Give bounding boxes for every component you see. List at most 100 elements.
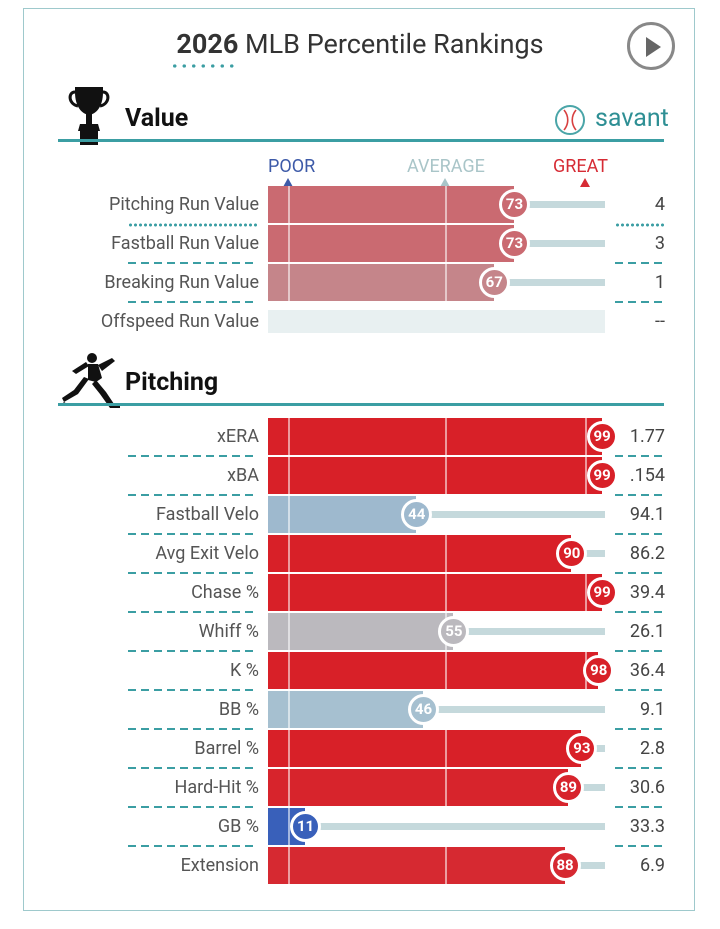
percentile-row: GB % 33.3 11 <box>0 808 720 845</box>
percentile-bar <box>268 225 514 262</box>
row-separator <box>128 806 258 808</box>
row-separator <box>128 689 258 691</box>
percentile-bar <box>268 652 599 689</box>
row-separator <box>615 572 665 574</box>
bar-gridline <box>445 652 447 689</box>
bar-gridline <box>445 186 447 223</box>
row-separator <box>615 611 665 613</box>
percentile-bubble: 98 <box>583 655 615 686</box>
row-separator <box>128 262 258 264</box>
title-underline <box>170 64 236 68</box>
percentile-bubble: 99 <box>586 577 618 608</box>
row-separator <box>128 533 258 535</box>
stat-value: 1 <box>654 272 665 293</box>
metric-label: Fastball Velo <box>156 504 259 525</box>
savant-label: savant <box>595 104 669 133</box>
percentile-bar <box>268 535 572 572</box>
scale-great-label: GREAT <box>553 156 608 177</box>
stat-value: 3 <box>654 233 665 254</box>
metric-label: Whiff % <box>198 621 259 642</box>
percentile-bar <box>268 613 454 650</box>
metric-label: Avg Exit Velo <box>155 543 259 564</box>
percentile-bar <box>268 496 417 533</box>
percentile-row: Pitching Run Value 4 73 <box>0 186 720 223</box>
stat-value: 6.9 <box>640 855 665 876</box>
percentile-bar <box>268 769 568 806</box>
bar-remainder <box>493 279 605 286</box>
percentile-bar <box>268 186 514 223</box>
bar-gridline <box>288 186 290 223</box>
bar-remainder <box>416 511 605 518</box>
row-separator <box>128 494 258 496</box>
bar-gridline <box>288 225 290 262</box>
metric-label: Barrel % <box>194 738 259 759</box>
percentile-bubble: 44 <box>401 499 433 530</box>
metric-label: Offspeed Run Value <box>100 311 259 332</box>
row-separator <box>615 728 665 730</box>
bar-gridline <box>288 496 290 533</box>
stat-value: 9.1 <box>640 699 665 720</box>
percentile-row: Chase % 39.4 99 <box>0 574 720 611</box>
row-separator <box>615 223 665 227</box>
percentile-bar <box>268 574 602 611</box>
metric-label: BB % <box>218 699 259 720</box>
percentile-row: BB % 9.1 46 <box>0 691 720 728</box>
stat-value: 36.4 <box>629 660 665 681</box>
row-separator <box>128 611 258 613</box>
percentile-bar <box>268 730 582 767</box>
stat-value: 39.4 <box>629 582 665 603</box>
bar-gridline <box>445 418 447 455</box>
row-separator <box>615 689 665 691</box>
stat-value: .154 <box>629 465 665 486</box>
play-button[interactable] <box>627 22 675 70</box>
metric-label: xBA <box>227 465 259 486</box>
metric-label: Extension <box>180 855 259 876</box>
row-separator <box>615 533 665 535</box>
bar-remainder <box>571 550 605 557</box>
row-separator <box>615 650 665 652</box>
percentile-bubble: 90 <box>556 538 588 569</box>
pitcher-icon <box>60 353 120 408</box>
row-separator <box>615 262 665 264</box>
percentile-bubble: 88 <box>549 850 581 881</box>
percentile-bar <box>268 847 565 884</box>
trophy-icon <box>68 87 110 145</box>
title-text: MLB Percentile Rankings <box>238 28 544 60</box>
bar-gridline <box>445 535 447 572</box>
percentile-row: Avg Exit Velo 86.2 90 <box>0 535 720 572</box>
bar-gridline <box>288 535 290 572</box>
bar-gridline <box>288 769 290 806</box>
row-separator <box>128 845 258 847</box>
percentile-bar <box>268 457 602 494</box>
metric-label: Chase % <box>191 582 259 603</box>
percentile-bubble: 99 <box>586 460 618 491</box>
row-separator <box>128 455 258 457</box>
baseball-icon <box>555 105 585 135</box>
percentile-row: Extension 6.9 88 <box>0 847 720 884</box>
bar-gridline <box>288 847 290 884</box>
percentile-bubble: 89 <box>552 772 584 803</box>
pitching-section-title: Pitching <box>125 368 219 397</box>
percentile-row: Fastball Velo 94.1 44 <box>0 496 720 533</box>
bar-gridline <box>288 730 290 767</box>
bar-gridline <box>585 457 587 494</box>
bar-gridline <box>288 613 290 650</box>
stat-value: 1.77 <box>629 426 665 447</box>
bar-gridline <box>445 847 447 884</box>
percentile-row: xBA .154 99 <box>0 457 720 494</box>
bar-remainder <box>567 784 605 791</box>
value-section-divider <box>58 139 664 142</box>
play-icon <box>646 37 661 57</box>
percentile-bubble: 73 <box>499 189 530 220</box>
row-separator <box>615 494 665 496</box>
row-separator <box>615 845 665 847</box>
bar-gridline <box>445 730 447 767</box>
bar-gridline <box>445 769 447 806</box>
scale-poor-label: POOR <box>268 156 316 177</box>
bar-gridline <box>445 264 447 301</box>
stat-value: 2.8 <box>640 738 665 759</box>
stat-value: 86.2 <box>629 543 665 564</box>
bar-gridline <box>288 457 290 494</box>
row-separator <box>128 223 258 227</box>
bar-gridline <box>445 574 447 611</box>
